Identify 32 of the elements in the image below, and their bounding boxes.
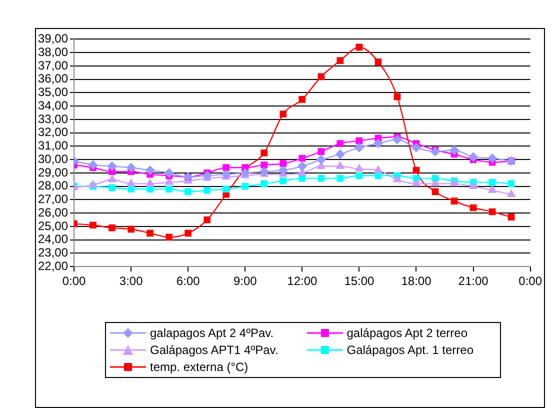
x-tick-label: 0:00 xyxy=(518,274,542,288)
y-tick-label: 39,00 xyxy=(38,32,68,46)
y-tick-label: 27,00 xyxy=(38,192,68,206)
legend-label: Galápagos Apt. 1 terreo xyxy=(346,343,474,357)
x-tick-label: 15:00 xyxy=(344,274,375,288)
y-tick-label: 35,00 xyxy=(38,85,68,100)
y-tick-label: 31,00 xyxy=(38,138,68,153)
y-tick-label: 30,00 xyxy=(38,152,68,166)
x-tick-label: 6:00 xyxy=(176,274,200,288)
y-tick-label: 22,00 xyxy=(38,258,68,273)
y-tick-label: 37,00 xyxy=(38,58,68,72)
y-tick-label: 29,00 xyxy=(38,165,68,180)
y-tick-label: 24,00 xyxy=(38,232,68,246)
y-tick-label: 28,00 xyxy=(38,178,68,193)
y-tick-label: 25,00 xyxy=(38,218,68,233)
y-tick-label: 38,00 xyxy=(38,44,68,59)
y-tick-label: 26,00 xyxy=(38,205,68,220)
x-tick-label: 21:00 xyxy=(458,274,489,288)
legend-label: galapagos Apt 2 4ºPav. xyxy=(150,326,274,340)
y-tick-label: 32,00 xyxy=(38,125,68,140)
x-tick-label: 12:00 xyxy=(287,274,318,288)
y-tick-label: 33,00 xyxy=(38,112,68,126)
legend-label: Galápagos APT1 4ºPav. xyxy=(150,343,278,357)
y-tick-label: 36,00 xyxy=(38,72,68,86)
x-tick-label: 18:00 xyxy=(401,274,432,288)
y-tick-label: 34,00 xyxy=(38,98,68,112)
x-tick-label: 3:00 xyxy=(119,274,144,288)
legend-label: galápagos Apt 2 terreo xyxy=(346,326,468,340)
legend-label: temp. externa (°C) xyxy=(150,360,248,374)
x-tick-label: 9:00 xyxy=(233,274,258,288)
y-tick-label: 23,00 xyxy=(38,246,68,260)
x-tick-label: 0:00 xyxy=(62,274,86,288)
